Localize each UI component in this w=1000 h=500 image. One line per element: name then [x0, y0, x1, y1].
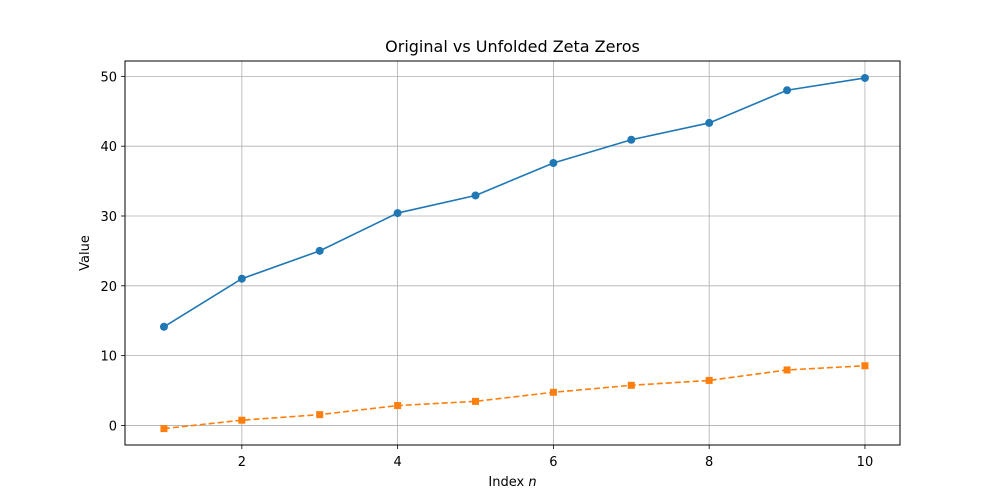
series-2 [160, 362, 869, 433]
series-1 [159, 73, 869, 331]
grid-lines [125, 61, 900, 445]
series-1-point [783, 86, 792, 95]
y-tick-label: 50 [100, 70, 117, 85]
series-2-point [627, 381, 635, 389]
series-1-point [393, 209, 402, 218]
x-tick-label: 10 [857, 455, 874, 470]
x-axis-title-text: Index [488, 475, 528, 490]
y-tick-label: 30 [100, 210, 117, 225]
series-1-point [315, 246, 324, 255]
series-2-point [472, 397, 480, 405]
chart-title: Original vs Unfolded Zeta Zeros [385, 37, 640, 56]
series-2-line [163, 364, 865, 430]
series-2-point [160, 425, 168, 433]
series-1-point [627, 135, 636, 144]
series-2-point [549, 388, 557, 396]
series-2-point [394, 402, 402, 410]
series-1-point [237, 274, 246, 283]
series-layer [159, 73, 869, 433]
x-tick-label: 4 [393, 455, 401, 470]
x-axis-title: Index n [488, 475, 536, 490]
x-tick-label: 6 [549, 455, 557, 470]
series-1-point [549, 159, 558, 168]
y-tick-label: 10 [100, 350, 117, 365]
x-axis-title-variable: n [528, 475, 536, 490]
series-2-point [783, 366, 791, 374]
x-tick-label: 2 [238, 455, 246, 470]
y-axis-title: Value [78, 235, 93, 271]
axis-ticks: 2 4 6 8 10 0 10 20 30 40 50 [100, 70, 873, 470]
series-2-point [705, 376, 713, 384]
y-tick-label: 0 [109, 419, 117, 434]
series-1-point [705, 118, 714, 127]
series-1-point [860, 73, 869, 82]
series-1-point [471, 191, 480, 200]
y-tick-label: 40 [100, 140, 117, 155]
series-2-point [316, 411, 324, 419]
series-2-point [238, 416, 246, 424]
plot-area-frame [124, 60, 901, 446]
y-tick-label: 20 [100, 280, 117, 295]
series-1-point [159, 322, 168, 331]
series-2-point [861, 362, 869, 370]
x-tick-label: 8 [705, 455, 713, 470]
series-1-line [163, 77, 866, 328]
